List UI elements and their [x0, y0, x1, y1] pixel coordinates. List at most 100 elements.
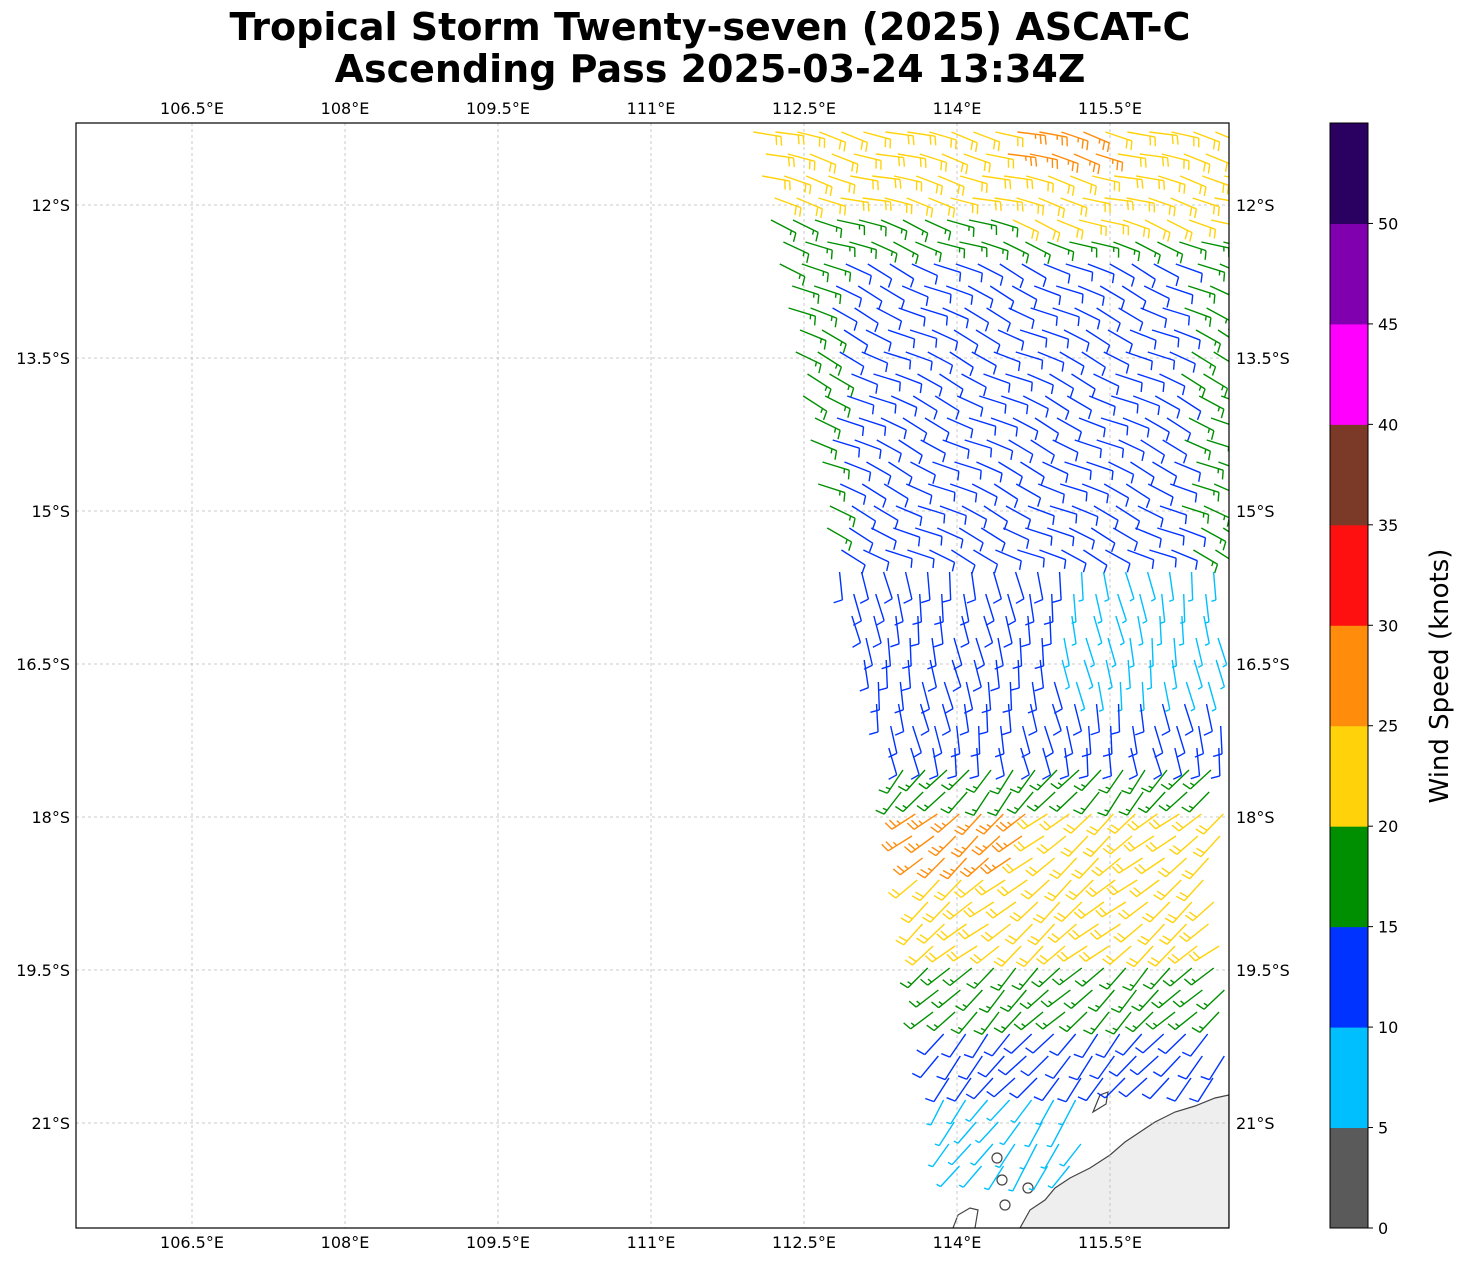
wind-barb [827, 241, 856, 258]
barb-flag [980, 866, 988, 875]
wind-barb [1157, 857, 1188, 878]
barb-staff [937, 241, 965, 250]
barb-flag [1077, 316, 1080, 327]
barb-flag [1137, 939, 1146, 946]
barb-flag [1142, 227, 1146, 237]
barb-flag [989, 908, 998, 916]
barb-staff [1130, 967, 1149, 991]
wind-barb [1098, 967, 1127, 990]
barb-staff [1049, 505, 1077, 515]
barb-staff [1032, 857, 1056, 877]
barb-staff [910, 747, 920, 775]
wind-barb [995, 549, 1022, 570]
barb-staff [1193, 131, 1220, 143]
wind-barb [894, 681, 905, 714]
wind-barb [1000, 395, 1029, 415]
barb-staff [1051, 879, 1072, 902]
wind-barb [1147, 483, 1174, 507]
wind-barb [1074, 307, 1101, 330]
wind-barb [934, 395, 960, 420]
barb-flag [994, 426, 997, 436]
barb-staff [899, 857, 923, 876]
barb-staff [1085, 637, 1096, 665]
wind-barb [821, 329, 847, 354]
wind-barb [1047, 923, 1077, 943]
barb-flag [848, 183, 851, 193]
wind-barb [964, 791, 990, 817]
wind-barb [1139, 593, 1148, 624]
wind-barb [1093, 615, 1103, 646]
barb-staff [860, 571, 870, 600]
barb-flag [1217, 141, 1221, 152]
wind-barb [966, 571, 977, 604]
barb-flag [1056, 954, 1065, 962]
wind-barb [805, 175, 833, 197]
wind-barb [1193, 659, 1203, 690]
barb-flag [974, 887, 983, 896]
wind-barb [1145, 1011, 1176, 1030]
barb-flag [1021, 341, 1025, 351]
barb-staff [851, 373, 878, 386]
lon-label-top: 115.5°E [1078, 99, 1142, 118]
barb-staff [1154, 725, 1164, 754]
barb-flag [940, 930, 949, 938]
barb-staff [1066, 395, 1092, 411]
barb-flag [1020, 819, 1029, 827]
barb-flag [888, 752, 898, 758]
barb-staff [931, 637, 937, 666]
wind-barb [1213, 483, 1229, 492]
barb-flag [950, 851, 960, 858]
barb-staff [838, 571, 844, 600]
barb-staff [1063, 1143, 1082, 1167]
barb-staff [895, 373, 922, 385]
barb-staff [1032, 1033, 1055, 1054]
barb-flag [862, 495, 867, 505]
barb-flag [962, 929, 970, 937]
wind-barb [1200, 527, 1227, 551]
wind-barb [986, 1077, 1016, 1098]
wind-barb [1061, 549, 1087, 573]
barb-staff [907, 967, 929, 989]
barb-staff [1058, 571, 1062, 600]
barb-flag [1127, 823, 1135, 831]
barb-flag [945, 316, 949, 326]
barb-staff [1129, 637, 1135, 666]
wind-barb [1129, 637, 1135, 668]
barb-staff [1215, 549, 1229, 560]
wind-barb [1176, 725, 1186, 758]
barb-staff [1215, 659, 1226, 687]
barb-half-flag [1129, 598, 1135, 602]
barb-flag [894, 253, 898, 263]
wind-barb [987, 791, 1012, 817]
island [1022, 1182, 1034, 1194]
barb-flag [904, 498, 909, 508]
barb-flag [862, 201, 865, 211]
wind-barb [1157, 241, 1184, 264]
barb-flag [1178, 935, 1188, 943]
barb-flag [992, 139, 996, 150]
barb-staff [1168, 571, 1175, 600]
barb-staff [1175, 263, 1203, 275]
barb-flag [1130, 140, 1133, 151]
barb-half-flag [1142, 620, 1148, 624]
barb-half-flag [1168, 599, 1174, 602]
barb-staff [981, 241, 1009, 252]
barb-flag [1085, 342, 1090, 352]
wind-barb [1049, 857, 1078, 880]
wind-barb [841, 131, 869, 152]
barb-half-flag [970, 1162, 975, 1166]
wind-barb [1043, 593, 1054, 626]
barb-staff [1033, 285, 1061, 297]
wind-barb [903, 1011, 934, 1030]
barb-flag [839, 228, 843, 238]
barb-half-flag [1043, 252, 1047, 258]
barb-staff [1153, 263, 1179, 278]
colorbar-segment [1330, 123, 1368, 224]
barb-flag [1096, 320, 1101, 330]
wind-barb [928, 197, 956, 218]
barb-flag [900, 917, 910, 924]
barb-staff [1001, 1011, 1022, 1033]
barb-staff [932, 461, 960, 472]
barb-half-flag [811, 229, 815, 235]
wind-barb [927, 835, 957, 857]
